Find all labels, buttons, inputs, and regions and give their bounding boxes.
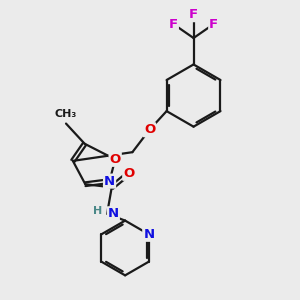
Text: F: F <box>209 17 218 31</box>
Text: F: F <box>169 17 178 31</box>
Text: H: H <box>93 206 102 216</box>
Text: N: N <box>143 228 155 241</box>
Text: O: O <box>110 153 121 166</box>
Text: N: N <box>104 175 115 188</box>
Text: O: O <box>123 167 134 180</box>
Text: N: N <box>108 207 119 220</box>
Text: O: O <box>144 123 155 136</box>
Text: CH₃: CH₃ <box>55 109 77 119</box>
Text: F: F <box>189 8 198 21</box>
